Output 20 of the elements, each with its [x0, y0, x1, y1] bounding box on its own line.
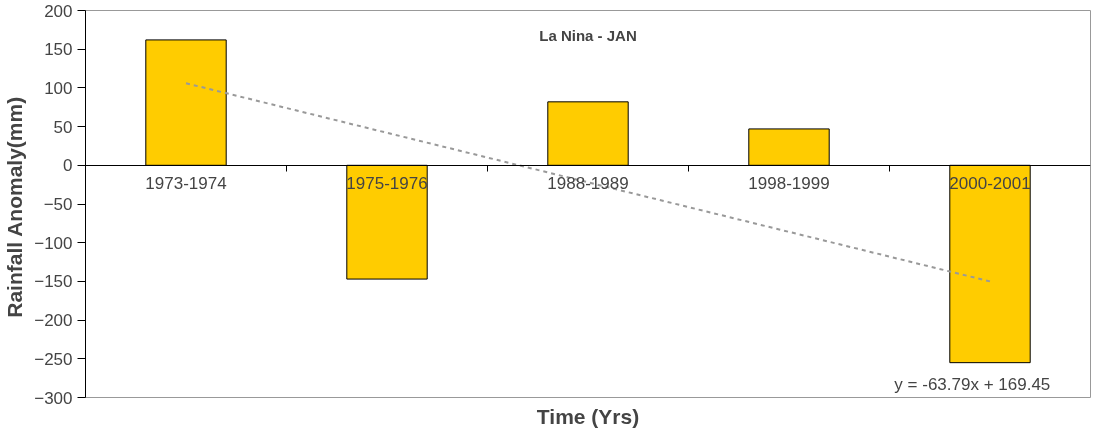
x-tick-label: 2000-2001: [949, 174, 1031, 194]
y-tick-label: −300: [34, 388, 73, 408]
text: La Nina - JAN: [539, 26, 637, 44]
x-tick-label: 1973-1974: [145, 174, 227, 194]
x-tick-label: 1975-1976: [346, 174, 428, 194]
y-tick-label: 150: [44, 40, 73, 60]
annotation: y = -63.79x + 169.45: [894, 374, 1051, 394]
x-tick-label: 1988-1989: [547, 174, 629, 194]
y-tick-label: 50: [53, 117, 73, 137]
y-tick-label: 200: [44, 1, 73, 21]
y-tick-label: 0: [63, 156, 73, 176]
y-axis-title: Rainfall Anomaly(mm): [3, 96, 27, 318]
y-tick-label: −50: [43, 195, 73, 214]
x-axis-title: Time (Yrs): [536, 404, 640, 428]
y-tick-label: 100: [44, 78, 73, 98]
y-tick-label: −200: [34, 311, 73, 331]
y-tick-label: −250: [34, 349, 73, 369]
x-tick-label: 1998-1999: [748, 174, 830, 194]
y-tick-label: −150: [34, 272, 73, 292]
y-tick-label: −100: [34, 233, 73, 253]
